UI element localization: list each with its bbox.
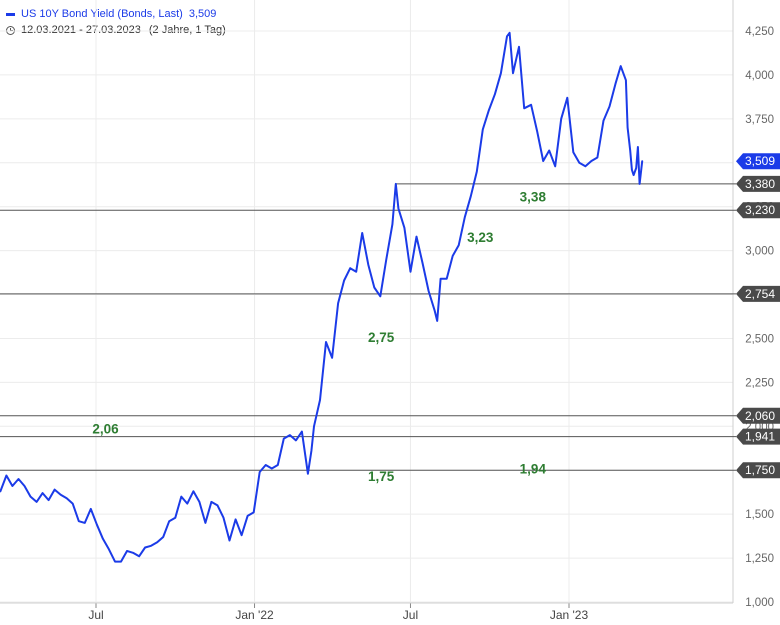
y-tick-label: 1,250 [745, 553, 774, 565]
y-tick-label: 3,000 [745, 246, 774, 258]
series-line[interactable] [0, 31, 644, 563]
x-tick-label: Jul [88, 608, 103, 622]
chart-legend: US 10Y Bond Yield (Bonds, Last) 3,509 12… [6, 6, 226, 38]
x-tick-label: Jul [403, 608, 418, 622]
level-annotation: 2,06 [92, 421, 119, 436]
y-tick-label: 1,000 [745, 597, 774, 609]
legend-series-name: US 10Y Bond Yield (Bonds, Last) [21, 8, 183, 20]
level-annotation: 3,23 [467, 230, 494, 245]
level-annotation: 1,75 [368, 469, 395, 484]
legend-series-value: 3,509 [188, 8, 217, 20]
level-badge [736, 202, 780, 219]
y-tick-label: 2,250 [745, 377, 774, 389]
y-tick-label: 2,500 [745, 333, 774, 345]
level-annotation: 3,38 [520, 189, 547, 204]
level-annotation: 2,75 [368, 330, 395, 345]
level-badge-label: 1,750 [745, 463, 775, 477]
x-tick-label: Jan '22 [235, 608, 274, 622]
level-badge-label: 2,060 [745, 409, 775, 423]
legend-date-range: 12.03.2021 - 27.03.2023 [21, 24, 141, 36]
legend-date-row: 12.03.2021 - 27.03.2023 (2 Jahre, 1 Tag) [6, 22, 226, 38]
level-badge-label: 2,754 [745, 287, 775, 301]
series-swatch [6, 12, 15, 16]
level-badge-label: 1,941 [745, 430, 775, 444]
y-tick-label: 1,500 [745, 509, 774, 521]
y-tick-label: 3,750 [745, 114, 774, 126]
level-badge-label: 3,230 [745, 203, 775, 217]
level-badge [736, 407, 780, 424]
legend-series-row[interactable]: US 10Y Bond Yield (Bonds, Last) 3,509 [6, 6, 226, 22]
level-badge [736, 428, 780, 445]
y-tick-label: 4,250 [745, 26, 774, 38]
x-tick-label: Jan '23 [550, 608, 589, 622]
last-value-label: 3,509 [745, 154, 775, 168]
y-tick-label: 4,000 [745, 70, 774, 82]
level-badge [736, 285, 780, 302]
level-badge-label: 3,380 [745, 177, 775, 191]
level-annotation: 1,94 [520, 462, 547, 477]
clock-icon [6, 25, 15, 35]
level-badge [736, 462, 780, 479]
legend-span: (2 Jahre, 1 Tag) [148, 24, 226, 36]
level-badge [736, 175, 780, 192]
last-value-badge [736, 153, 780, 170]
